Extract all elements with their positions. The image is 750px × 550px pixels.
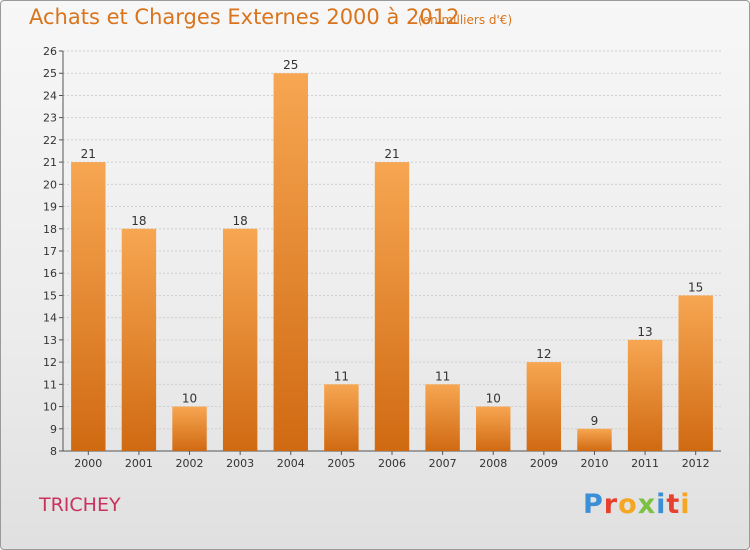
data-label: 11: [334, 369, 349, 383]
bar: [324, 384, 359, 451]
y-tick-label: 12: [43, 356, 57, 369]
y-tick-label: 25: [43, 67, 57, 80]
data-label: 9: [591, 414, 599, 428]
logo-letter: i: [656, 489, 667, 520]
data-label: 13: [637, 325, 652, 339]
logo-letter: r: [603, 489, 619, 520]
bar: [374, 162, 410, 451]
y-tick-label: 22: [43, 134, 57, 147]
data-label: 18: [131, 214, 146, 228]
bar: [678, 295, 713, 451]
y-tick-label: 26: [43, 45, 57, 58]
bar: [172, 406, 207, 451]
x-tick-label: 2001: [125, 457, 153, 470]
labels: 8 9 10 11 12 13 14 15 16 17 18 19 20 21 22 23 24 25 26 21 20…: [43, 45, 710, 470]
x-tick-label: 2002: [176, 457, 204, 470]
x-tick-label: 2000: [74, 457, 102, 470]
y-tick-label: 8: [50, 445, 57, 458]
bar: [273, 73, 308, 451]
bar: [71, 162, 106, 451]
y-tick-label: 24: [43, 89, 57, 102]
chart-subtitle: (en milliers d'€): [418, 13, 513, 27]
y-tick-label: 20: [43, 178, 57, 191]
data-label: 21: [384, 147, 399, 161]
y-tick-label: 15: [43, 289, 57, 302]
logo-letter: x: [637, 489, 657, 520]
logo-letter: P: [583, 489, 604, 520]
x-tick-label: 2003: [226, 457, 254, 470]
data-label: 12: [536, 347, 551, 361]
bars: [71, 73, 713, 451]
data-label: 11: [435, 369, 450, 383]
data-label: 25: [283, 58, 298, 72]
y-tick-label: 9: [50, 423, 57, 436]
y-tick-label: 10: [43, 401, 57, 414]
y-tick-label: 21: [43, 156, 57, 169]
y-tick-label: 13: [43, 334, 57, 347]
x-tick-label: 2012: [682, 457, 710, 470]
x-tick-label: 2007: [429, 457, 457, 470]
y-tick-label: 23: [43, 112, 57, 125]
x-tick-label: 2010: [580, 457, 608, 470]
bar: [121, 228, 157, 451]
bar: [526, 362, 562, 451]
x-tick-label: 2008: [479, 457, 507, 470]
data-label: 18: [233, 214, 248, 228]
bar: [425, 384, 460, 451]
x-tick-label: 2009: [530, 457, 558, 470]
logo-letter: o: [618, 489, 638, 520]
bar: [627, 339, 663, 451]
logo-letter: t: [666, 489, 681, 520]
data-label: 10: [182, 392, 197, 406]
x-tick-label: 2006: [378, 457, 406, 470]
y-tick-label: 18: [43, 223, 57, 236]
logo-letter: i: [680, 489, 691, 520]
x-tick-label: 2004: [277, 457, 305, 470]
data-label: 15: [688, 280, 703, 294]
x-tick-label: 2011: [631, 457, 659, 470]
chart-title: Achats et Charges Externes 2000 à 2012: [29, 5, 460, 29]
bar: [476, 406, 511, 451]
bar: [577, 428, 612, 451]
y-tick-label: 17: [43, 245, 57, 258]
bar: [222, 228, 258, 451]
proxiti-logo[interactable]: Proxiti: [583, 489, 691, 520]
y-tick-label: 16: [43, 267, 57, 280]
y-tick-label: 14: [43, 312, 57, 325]
data-label: 10: [486, 392, 501, 406]
town-name: TRICHEY: [39, 494, 121, 516]
data-label: 21: [81, 147, 96, 161]
x-tick-label: 2005: [327, 457, 355, 470]
y-tick-label: 19: [43, 201, 57, 214]
y-tick-label: 11: [43, 378, 57, 391]
